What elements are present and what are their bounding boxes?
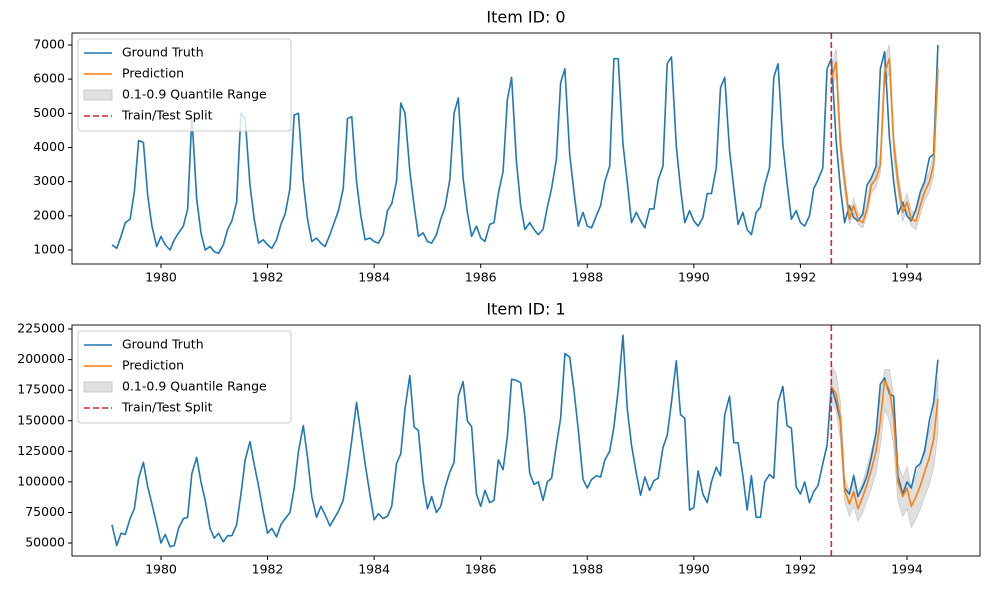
x-tick-label: 1986 — [465, 562, 497, 577]
legend-swatch — [83, 381, 113, 393]
x-tick-label: 1982 — [252, 562, 284, 577]
legend-swatch — [83, 89, 113, 101]
legend-label: Ground Truth — [122, 45, 204, 60]
axes-frame — [71, 32, 981, 265]
legend-label: Ground Truth — [122, 337, 204, 352]
x-tick-label: 1988 — [571, 270, 603, 285]
legend-box — [77, 330, 292, 424]
legend-label: 0.1-0.9 Quantile Range — [122, 87, 267, 102]
y-tick-label: 200000 — [17, 351, 65, 366]
series-line — [830, 379, 939, 510]
x-tick-label: 1992 — [785, 562, 817, 577]
legend-label: 0.1-0.9 Quantile Range — [122, 379, 267, 394]
y-tick-label: 2000 — [33, 207, 65, 222]
y-tick-label: 7000 — [33, 36, 65, 51]
legend-label: Prediction — [122, 66, 184, 81]
x-tick-label: 1984 — [358, 270, 390, 285]
x-tick-label: 1994 — [891, 562, 923, 577]
axes-frame — [71, 324, 981, 557]
x-tick-label: 1982 — [252, 270, 284, 285]
x-tick-label: 1984 — [358, 562, 390, 577]
x-tick-label: 1992 — [785, 270, 817, 285]
y-tick-label: 6000 — [33, 71, 65, 86]
legend-box — [77, 38, 292, 132]
y-tick-label: 4000 — [33, 139, 65, 154]
y-tick-label: 3000 — [33, 173, 65, 188]
x-tick-label: 1988 — [571, 562, 603, 577]
y-tick-label: 50000 — [25, 535, 65, 550]
plot-area — [111, 33, 939, 264]
x-tick-label: 1986 — [465, 270, 497, 285]
series-line — [111, 44, 939, 255]
y-tick-label: 100000 — [17, 473, 65, 488]
series-line — [111, 334, 939, 548]
legend-label: Train/Test Split — [121, 400, 213, 415]
y-tick-label: 175000 — [17, 382, 65, 397]
y-tick-label: 225000 — [17, 321, 65, 336]
series-line — [830, 57, 939, 224]
x-tick-label: 1994 — [891, 270, 923, 285]
quantile-band — [830, 364, 939, 529]
x-tick-label: 1980 — [145, 562, 177, 577]
plot-area — [111, 325, 939, 556]
y-tick-label: 1000 — [33, 241, 65, 256]
x-tick-label: 1990 — [678, 562, 710, 577]
subplot: Item ID: 0 1980 1982 1984 1986 1988 1990 1992 19… — [33, 8, 981, 285]
subplot: Item ID: 1 1980 1982 1984 1986 1988 1990 1992 19… — [17, 300, 981, 577]
legend-label: Train/Test Split — [121, 108, 213, 123]
x-tick-label: 1990 — [678, 270, 710, 285]
chart-title: Item ID: 1 — [486, 300, 565, 319]
chart-title: Item ID: 0 — [486, 8, 565, 27]
y-tick-label: 125000 — [17, 443, 65, 458]
legend-label: Prediction — [122, 358, 184, 373]
y-tick-label: 75000 — [25, 504, 65, 519]
y-tick-label: 5000 — [33, 105, 65, 120]
y-tick-label: 150000 — [17, 412, 65, 427]
legend: Ground Truth Prediction 0.1-0.9 Quantile R… — [77, 38, 292, 132]
x-tick-label: 1980 — [145, 270, 177, 285]
legend: Ground Truth Prediction 0.1-0.9 Quantile R… — [77, 330, 292, 424]
